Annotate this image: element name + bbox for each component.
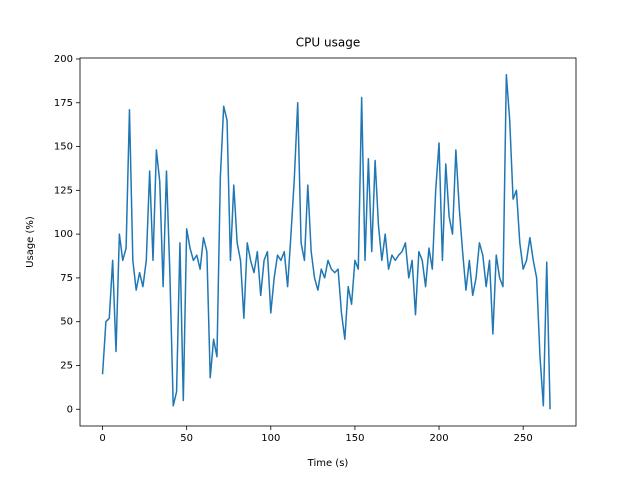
x-tick-label: 50 <box>180 433 193 444</box>
x-tick-label: 200 <box>429 433 448 444</box>
y-tick-label: 175 <box>54 98 73 109</box>
x-tick-label: 100 <box>261 433 280 444</box>
y-tick-label: 125 <box>54 185 73 196</box>
plot-frame <box>79 57 577 427</box>
y-tick-label: 25 <box>60 360 73 371</box>
y-tick-label: 50 <box>60 317 73 328</box>
chart-title: CPU usage <box>296 36 360 50</box>
x-axis-label: Time (s) <box>307 458 349 469</box>
y-axis-label: Usage (%) <box>25 216 36 268</box>
x-tick-label: 150 <box>345 433 364 444</box>
x-tick-label: 0 <box>99 433 105 444</box>
y-tick-label: 0 <box>67 404 73 415</box>
y-tick-label: 100 <box>54 229 73 240</box>
y-tick-label: 150 <box>54 142 73 153</box>
y-tick-label: 200 <box>54 54 73 65</box>
x-tick-label: 250 <box>514 433 533 444</box>
y-tick-label: 75 <box>60 273 73 284</box>
line-series <box>101 73 551 410</box>
